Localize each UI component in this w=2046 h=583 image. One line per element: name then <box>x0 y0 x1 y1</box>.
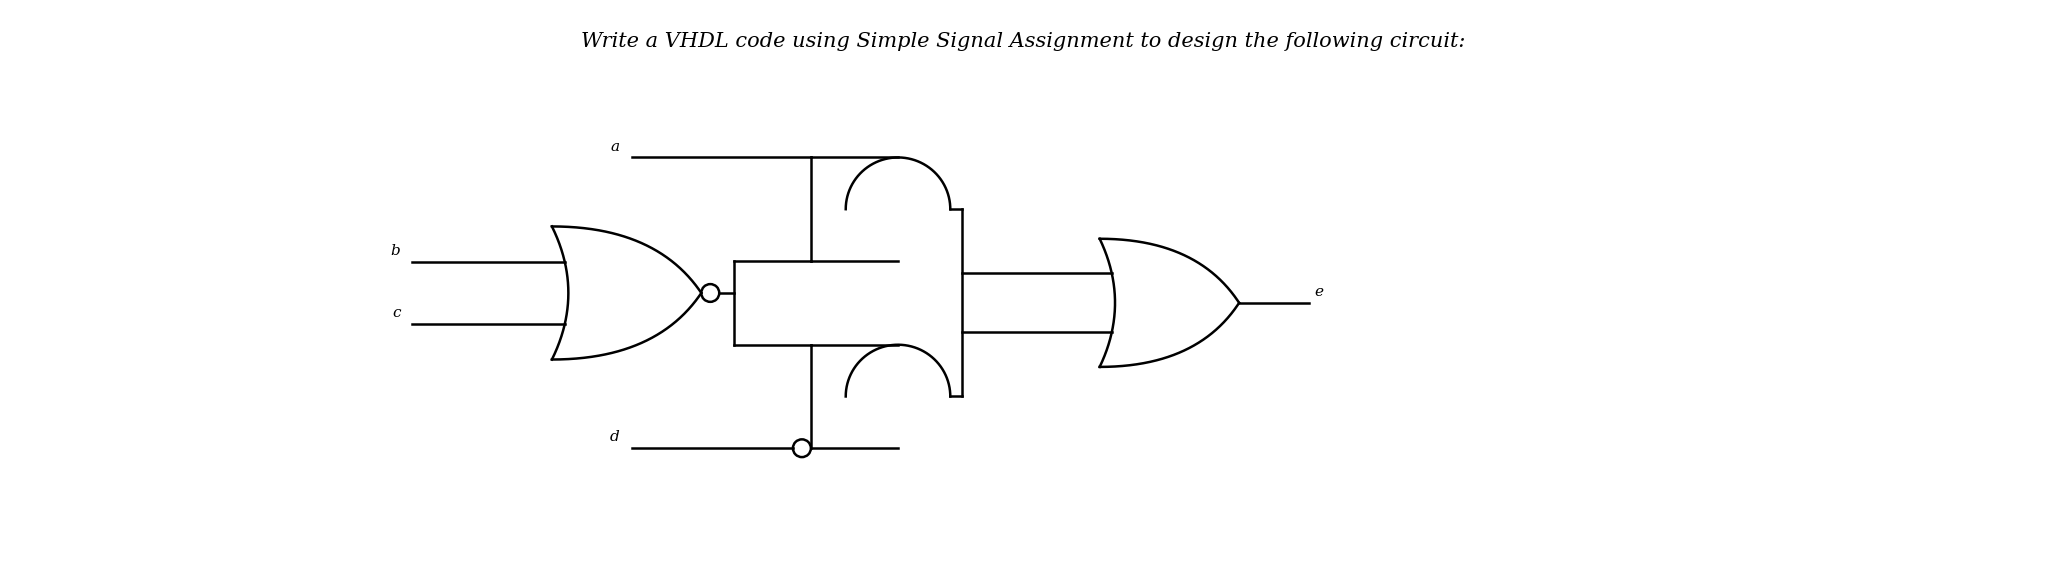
Text: c: c <box>393 305 401 319</box>
Text: d: d <box>610 430 620 444</box>
Text: a: a <box>610 139 620 153</box>
Text: e: e <box>1316 285 1324 299</box>
Text: b: b <box>391 244 401 258</box>
Text: Write a VHDL code using Simple Signal Assignment to design the following circuit: Write a VHDL code using Simple Signal As… <box>581 31 1465 51</box>
